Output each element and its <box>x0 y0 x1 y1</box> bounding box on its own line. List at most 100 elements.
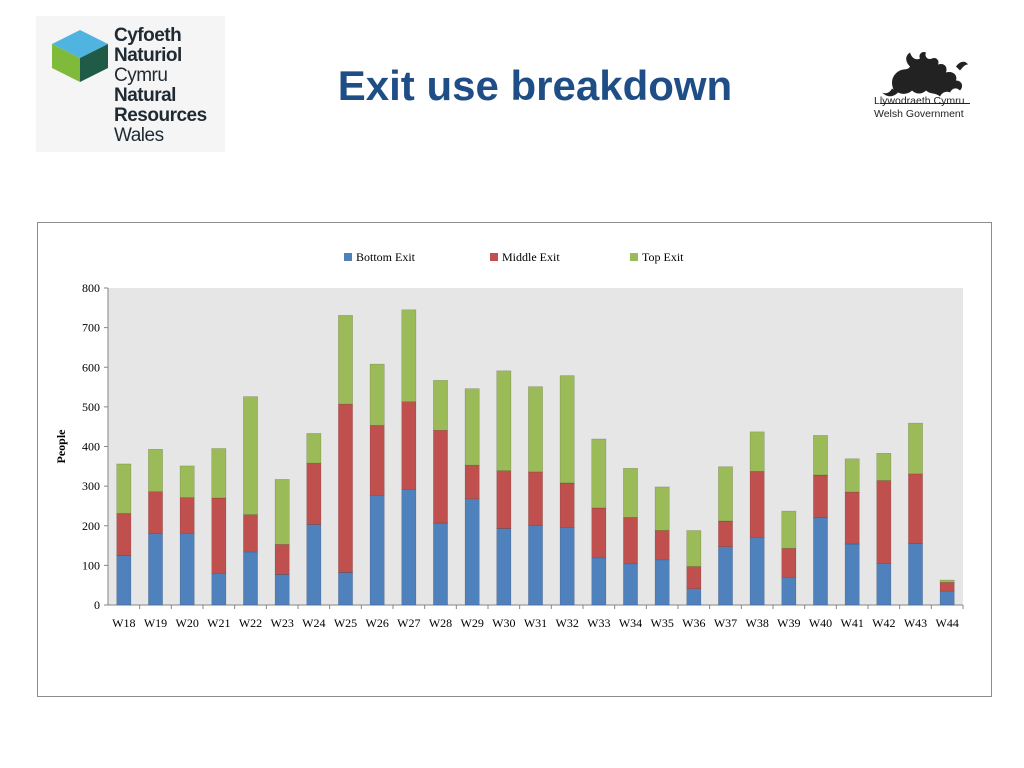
bar-segment <box>369 425 385 496</box>
wg-line-welsh: Llywodraeth Cymru <box>874 95 965 107</box>
bar-segment <box>211 497 227 574</box>
bar-segment <box>844 543 860 606</box>
x-tick-label: W38 <box>746 616 769 630</box>
bar-segment <box>243 551 258 606</box>
x-tick-label: W22 <box>239 616 262 630</box>
bar-segment <box>939 590 955 606</box>
bar-segment <box>433 430 448 524</box>
bar-segment <box>908 473 923 544</box>
bar-segment <box>876 563 892 606</box>
bar-segment <box>654 486 670 531</box>
legend-swatch <box>630 253 638 261</box>
x-tick-label: W33 <box>587 616 610 630</box>
bar-segment <box>433 380 448 431</box>
bar-segment <box>496 370 512 471</box>
x-tick-label: W31 <box>524 616 547 630</box>
bar-segment <box>496 528 512 606</box>
bar-segment <box>211 573 227 606</box>
bar-segment <box>496 470 512 529</box>
x-tick-label: W24 <box>302 616 325 630</box>
bar-segment <box>718 466 733 522</box>
nrw-line-2: Naturiol <box>114 45 182 66</box>
bar-segment <box>401 401 417 490</box>
bar-segment <box>781 548 797 578</box>
bar-segment <box>528 471 543 526</box>
bar-segment <box>116 463 132 514</box>
legend-label: Middle Exit <box>502 250 560 264</box>
wg-line-english: Welsh Government <box>874 108 964 120</box>
bar-segment <box>591 507 607 559</box>
x-tick-label: W44 <box>936 616 959 630</box>
bar-segment <box>464 388 480 466</box>
bar-segment <box>401 309 417 402</box>
bar-segment <box>591 438 607 509</box>
y-tick-label: 700 <box>82 321 100 335</box>
bar-segment <box>369 494 385 606</box>
bar-segment <box>623 563 638 606</box>
x-tick-label: W41 <box>841 616 864 630</box>
bar-segment <box>781 510 797 549</box>
bar-segment <box>813 517 828 606</box>
legend-label: Top Exit <box>642 250 684 264</box>
bar-segment <box>908 422 923 475</box>
bar-segment <box>433 522 448 606</box>
bar-segment <box>686 566 702 590</box>
x-tick-label: W23 <box>271 616 294 630</box>
bar-segment <box>654 530 670 561</box>
bar-segment <box>844 491 860 545</box>
bar-segment <box>528 386 543 473</box>
y-tick-label: 400 <box>82 440 100 454</box>
bar-segment <box>338 315 353 405</box>
chart-frame: 0 100 200 300 400 500 600 700 800 People W18 W19 W20… <box>37 222 992 697</box>
bar-segment <box>559 375 575 484</box>
x-tick-label: W28 <box>429 616 452 630</box>
legend-swatch <box>344 253 352 261</box>
y-tick-label: 500 <box>82 400 100 414</box>
bar-segment <box>813 435 828 476</box>
x-tick-label: W36 <box>682 616 705 630</box>
nrw-line-6: Wales <box>114 125 164 146</box>
x-tick-label: W40 <box>809 616 832 630</box>
x-tick-label: W35 <box>651 616 674 630</box>
bar-segment <box>243 396 258 515</box>
bar-segment <box>148 533 163 606</box>
page-title: Exit use breakdown <box>337 62 733 109</box>
y-tick-label: 800 <box>82 281 100 295</box>
bar-segment <box>939 582 955 592</box>
bar-segment <box>338 572 353 606</box>
legend-swatch <box>490 253 498 261</box>
legend-label: Bottom Exit <box>356 250 416 264</box>
bar-segment <box>243 514 258 553</box>
x-tick-label: W43 <box>904 616 927 630</box>
bar-segment <box>813 474 828 518</box>
x-tick-label: W25 <box>334 616 357 630</box>
bar-segment <box>148 449 163 492</box>
bar-segment <box>306 462 322 525</box>
bar-segment <box>749 536 765 606</box>
x-tick-label: W30 <box>492 616 515 630</box>
bar-segment <box>686 530 702 567</box>
bar-segment <box>306 524 322 606</box>
bar-segment <box>654 559 670 606</box>
bar-segment <box>274 479 290 545</box>
bar-segment <box>464 464 480 500</box>
bar-segment <box>718 546 733 606</box>
bar-segment <box>369 363 385 426</box>
bar-segment <box>718 520 733 548</box>
bar-segment <box>401 489 417 606</box>
nrw-line-3: Cymru <box>114 65 168 86</box>
bar-segment <box>559 527 575 606</box>
bar-segment <box>591 557 607 606</box>
welsh-government-logo-text: Llywodraeth Cymru Welsh Government <box>874 95 964 121</box>
bar-segment <box>844 458 860 493</box>
bar-segment <box>686 588 702 606</box>
bar-segment <box>464 498 480 606</box>
bar-segment <box>274 574 290 606</box>
x-tick-label: W34 <box>619 616 642 630</box>
bar-segment <box>528 525 543 606</box>
bar-segment <box>179 465 195 498</box>
y-tick-label: 0 <box>94 598 100 612</box>
bar-segment <box>623 468 638 518</box>
bar-segment <box>559 482 575 528</box>
bar-segment <box>939 579 955 583</box>
